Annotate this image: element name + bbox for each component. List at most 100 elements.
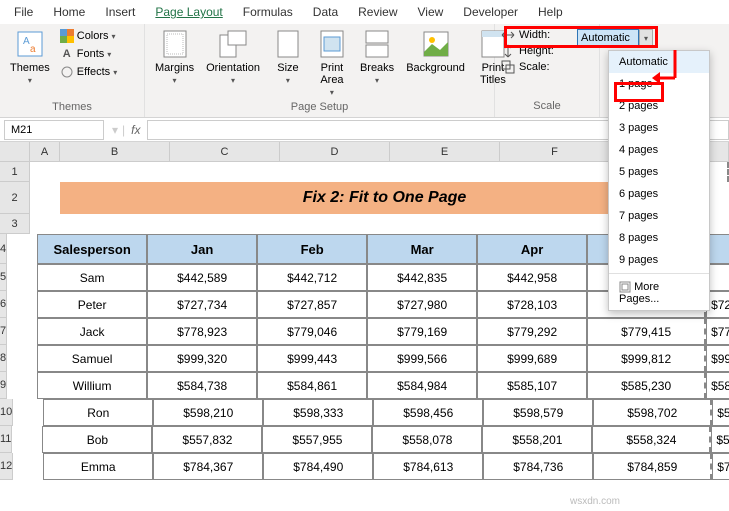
table-cell: Ron — [43, 399, 153, 426]
margins-button[interactable]: Margins▾ — [151, 26, 198, 99]
width-dropdown-popup: Automatic 1 page 2 pages 3 pages 4 pages… — [608, 50, 710, 311]
col-header-E[interactable]: E — [390, 142, 500, 161]
orientation-button[interactable]: Orientation▾ — [202, 26, 264, 99]
table-cell: $779,292 — [477, 318, 587, 345]
table-cell: $584,984 — [367, 372, 477, 399]
row-header-4[interactable]: 4 — [0, 234, 7, 264]
table-cell: $558,324 — [592, 426, 711, 453]
menu-home[interactable]: Home — [43, 3, 95, 21]
scale-group-label: Scale — [501, 100, 593, 114]
name-box[interactable]: M21 — [4, 120, 104, 140]
menu-bar: File Home Insert Page Layout Formulas Da… — [0, 0, 729, 24]
themes-button[interactable]: Aa Themes ▾ — [6, 26, 54, 87]
row-header-7[interactable]: 7 — [0, 318, 7, 345]
col-header-F[interactable]: F — [500, 142, 610, 161]
table-cell: $442,835 — [367, 264, 477, 291]
table-cell: $999,320 — [147, 345, 257, 372]
table-cell: $558,078 — [372, 426, 482, 453]
table-cell: $442,712 — [257, 264, 367, 291]
printarea-button[interactable]: Print Area▾ — [312, 26, 352, 99]
table-cell: $779,415 — [587, 318, 706, 345]
row-header-10[interactable]: 10 — [0, 399, 13, 426]
menu-review[interactable]: Review — [348, 3, 407, 21]
menu-view[interactable]: View — [408, 3, 454, 21]
table-header: Apr — [477, 234, 587, 264]
table-cell: Jack — [37, 318, 147, 345]
table-cell: $784,613 — [373, 453, 483, 480]
fx-icon[interactable]: fx — [125, 123, 146, 137]
dd-9pages[interactable]: 9 pages — [609, 249, 709, 271]
menu-help[interactable]: Help — [528, 3, 573, 21]
table-cell: $585,230 — [587, 372, 706, 399]
width-label: Width: — [519, 29, 564, 41]
table-header: Feb — [257, 234, 367, 264]
colors-button[interactable]: Colors▾ — [58, 28, 119, 44]
menu-formulas[interactable]: Formulas — [233, 3, 303, 21]
effects-button[interactable]: Effects▾ — [58, 64, 119, 80]
menu-insert[interactable]: Insert — [95, 3, 145, 21]
row-header-3[interactable]: 3 — [0, 214, 30, 234]
table-cell: $598,456 — [373, 399, 483, 426]
row-header-9[interactable]: 9 — [0, 372, 7, 399]
table-cell: $557,832 — [152, 426, 262, 453]
table-header: Jan — [147, 234, 257, 264]
svg-text:A: A — [23, 36, 30, 47]
table-cell: Samuel — [37, 345, 147, 372]
table-cell: Emma — [43, 453, 153, 480]
menu-data[interactable]: Data — [303, 3, 348, 21]
table-cell: $784,490 — [263, 453, 373, 480]
table-cell: $999,689 — [477, 345, 587, 372]
dd-4pages[interactable]: 4 pages — [609, 139, 709, 161]
table-cell: $558,201 — [482, 426, 592, 453]
table-cell: $727,734 — [147, 291, 257, 318]
table-header: Salesperson — [37, 234, 147, 264]
row-header-8[interactable]: 8 — [0, 345, 7, 372]
table-cell: $999,443 — [257, 345, 367, 372]
table-cell: $784,367 — [153, 453, 263, 480]
row-header-1[interactable]: 1 — [0, 162, 30, 182]
themes-group-label: Themes — [6, 101, 138, 115]
background-button[interactable]: Background — [402, 26, 469, 99]
dd-7pages[interactable]: 7 pages — [609, 205, 709, 227]
row-header-11[interactable]: 11 — [0, 426, 12, 453]
scale-row: Scale: — [501, 59, 593, 75]
table-cell: $598,702 — [593, 399, 712, 426]
row-header-2[interactable]: 2 — [0, 182, 30, 214]
breaks-button[interactable]: Breaks▾ — [356, 26, 398, 99]
menu-pagelayout[interactable]: Page Layout — [145, 3, 232, 21]
menu-developer[interactable]: Developer — [453, 3, 528, 21]
col-header-D[interactable]: D — [280, 142, 390, 161]
width-icon — [501, 28, 515, 42]
table-cell: $784,736 — [483, 453, 593, 480]
dd-2pages[interactable]: 2 pages — [609, 95, 709, 117]
table-cell: $779,046 — [257, 318, 367, 345]
table-cell: $598,333 — [263, 399, 373, 426]
table-cell: $442,958 — [477, 264, 587, 291]
width-field[interactable]: Automatic — [577, 29, 639, 47]
dd-3pages[interactable]: 3 pages — [609, 117, 709, 139]
table-cell: $598,579 — [483, 399, 593, 426]
col-header-A[interactable]: A — [30, 142, 60, 161]
table-cell: $728,103 — [477, 291, 587, 318]
row-header-6[interactable]: 6 — [0, 291, 7, 318]
dd-6pages[interactable]: 6 pages — [609, 183, 709, 205]
fonts-button[interactable]: AFonts▾ — [58, 46, 119, 62]
row-header-12[interactable]: 12 — [0, 453, 13, 480]
col-header-B[interactable]: B — [60, 142, 170, 161]
dd-5pages[interactable]: 5 pages — [609, 161, 709, 183]
table-cell: $999,935 — [706, 345, 729, 372]
svg-text:a: a — [30, 44, 36, 55]
width-field-wrap: Automatic ▾ — [577, 29, 653, 47]
row-header-5[interactable]: 5 — [0, 264, 7, 291]
dd-morepages[interactable]: More Pages... — [609, 276, 709, 310]
col-header-C[interactable]: C — [170, 142, 280, 161]
size-button[interactable]: Size▾ — [268, 26, 308, 99]
dd-8pages[interactable]: 8 pages — [609, 227, 709, 249]
menu-file[interactable]: File — [4, 3, 43, 21]
table-cell: $778,923 — [147, 318, 257, 345]
table-cell: $999,566 — [367, 345, 477, 372]
table-cell: $558,447 — [711, 426, 729, 453]
width-dropdown-button[interactable]: ▾ — [639, 29, 653, 47]
table-cell: Bob — [42, 426, 152, 453]
select-all-corner[interactable] — [0, 142, 30, 161]
